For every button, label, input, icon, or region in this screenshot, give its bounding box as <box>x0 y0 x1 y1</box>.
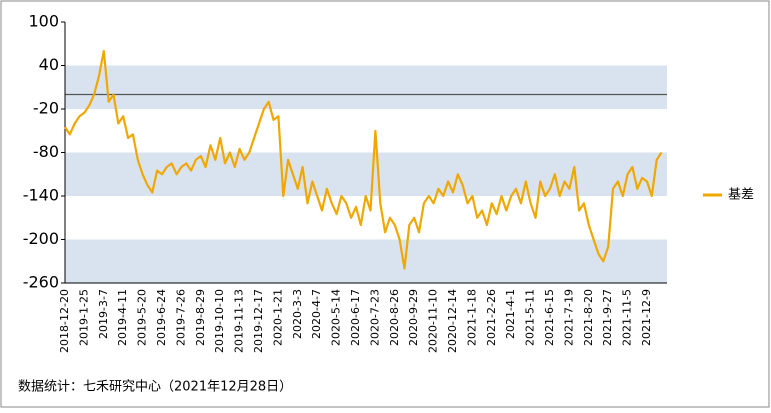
x-tick-label: 2021-1-18 <box>465 289 478 346</box>
x-tick-label: 2020-3-3 <box>291 289 304 339</box>
x-tick-label: 2020-9-29 <box>407 289 420 346</box>
data-line <box>64 49 663 270</box>
x-tick-label: 2019-4-11 <box>116 289 129 346</box>
x-tick-label: 2021-8-20 <box>582 289 595 346</box>
x-tick-label: 2019-1-25 <box>77 289 90 346</box>
x-tick-label: 2021-2-26 <box>485 289 498 346</box>
y-tick-label: -140 <box>23 186 59 205</box>
y-tick-label: -200 <box>23 229 59 248</box>
x-tick-label: 2021-6-15 <box>543 289 556 346</box>
x-tick-label: 2019-12-17 <box>252 289 265 353</box>
x-tick-label: 2019-3-7 <box>97 289 110 339</box>
x-tick-label: 2021-11-5 <box>621 289 634 346</box>
band <box>65 239 667 283</box>
x-tick-label: 2020-1-21 <box>271 289 284 346</box>
x-tick-label: 2021-5-11 <box>524 289 537 346</box>
y-tick-label: -80 <box>33 142 59 161</box>
x-tick-label: 2020-6-17 <box>349 289 362 346</box>
x-tick-label: 2020-12-14 <box>446 289 459 353</box>
x-tick-label: 2021-4-1 <box>504 289 517 339</box>
x-tick-label: 2019-5-20 <box>136 289 149 346</box>
x-tick-label: 2020-4-7 <box>310 289 323 339</box>
legend-label: 基差 <box>728 188 754 203</box>
x-tick-label: 2020-8-26 <box>388 289 401 346</box>
x-tick-label: 2020-7-23 <box>368 289 381 346</box>
x-tick-label: 2021-12-9 <box>640 289 653 346</box>
x-tick-label: 2018-12-20 <box>58 289 71 353</box>
x-tick-label: 2021-7-19 <box>562 289 575 346</box>
x-tick-label: 2019-7-26 <box>174 289 187 346</box>
x-tick-label: 2019-8-29 <box>194 289 207 346</box>
y-tick-label: -260 <box>23 273 59 292</box>
band <box>65 152 667 196</box>
y-tick-label: 100 <box>28 12 59 31</box>
source-note: 数据统计：七禾研究中心（2021年12月28日） <box>18 380 292 395</box>
x-tick-label: 2021-9-27 <box>601 289 614 346</box>
x-tick-label: 2019-11-13 <box>233 289 246 353</box>
band <box>65 65 667 109</box>
x-tick-label: 2019-6-24 <box>155 289 168 346</box>
x-tick-label: 2020-5-14 <box>330 289 343 346</box>
x-tick-label: 2020-11-10 <box>427 289 440 353</box>
x-tick-label: 2019-10-10 <box>213 289 226 353</box>
y-tick-label: -20 <box>33 99 59 118</box>
y-tick-label: 40 <box>39 55 59 74</box>
